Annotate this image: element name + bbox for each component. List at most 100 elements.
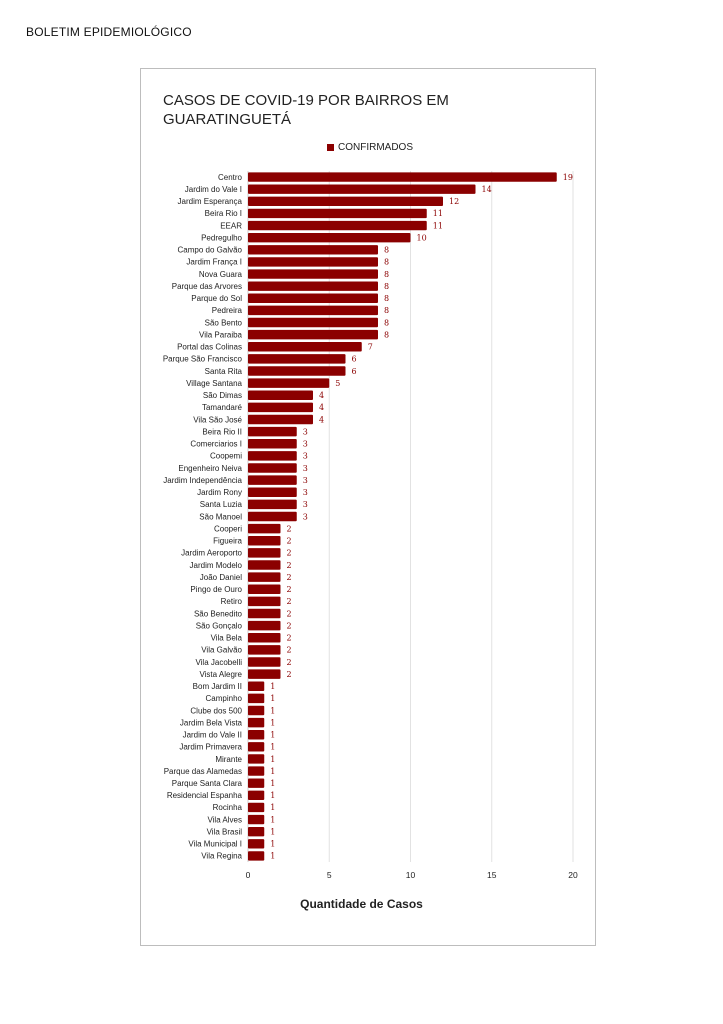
value-label: 10 — [417, 233, 427, 242]
category-label: Vila Jacobelli — [195, 658, 242, 667]
value-label: 11 — [433, 221, 443, 230]
category-label: Jardim Independência — [163, 476, 242, 485]
value-label: 6 — [352, 355, 357, 364]
bar — [248, 439, 297, 449]
bar — [248, 826, 265, 837]
value-label: 5 — [335, 379, 340, 388]
value-label: 7 — [368, 343, 373, 352]
category-label: São Dimas — [203, 391, 242, 400]
legend-label: CONFIRMADOS — [338, 142, 413, 153]
category-label: Vila Brasil — [207, 827, 243, 836]
category-label: Vila Regina — [201, 852, 242, 861]
value-label: 1 — [270, 694, 275, 703]
category-label: Vila São José — [193, 415, 242, 424]
value-label: 14 — [482, 185, 492, 194]
bar — [248, 705, 265, 716]
category-label: Pingo de Ouro — [190, 585, 242, 594]
bar — [248, 426, 297, 437]
category-label: Jardim Rony — [197, 488, 242, 497]
value-label: 4 — [319, 391, 324, 400]
bar — [248, 620, 281, 631]
value-label: 19 — [563, 173, 573, 182]
bar — [248, 608, 281, 619]
value-label: 3 — [303, 512, 308, 521]
category-label: Parque das Alamedas — [164, 767, 242, 776]
chart-title: CASOS DE COVID-19 POR BAIRROS EM GUARATI… — [163, 91, 563, 129]
bar — [248, 584, 281, 594]
value-label: 1 — [270, 827, 275, 836]
bar — [248, 402, 313, 413]
bar — [248, 766, 265, 776]
bar — [248, 717, 265, 728]
category-label: Parque Santa Clara — [172, 779, 243, 788]
category-label: Rocinha — [213, 803, 243, 812]
category-label: Jardim do Vale I — [185, 185, 242, 194]
category-label: Campo do Galvão — [178, 246, 243, 255]
category-label: Jardim Bela Vista — [180, 718, 243, 727]
bar — [248, 511, 297, 522]
bar — [248, 269, 378, 279]
category-label: Campinho — [206, 694, 243, 703]
value-label: 1 — [270, 731, 275, 740]
bar — [248, 342, 362, 352]
bar — [248, 293, 378, 304]
category-label: Jardim Modelo — [190, 561, 243, 570]
bar — [248, 245, 378, 255]
category-label: Tamandaré — [202, 403, 243, 412]
category-label: Parque São Francisco — [163, 355, 243, 364]
bar — [248, 232, 411, 243]
value-label: 3 — [303, 476, 308, 485]
category-label: Cooperi — [214, 524, 242, 533]
bar — [248, 390, 313, 400]
bar — [248, 572, 281, 582]
bar — [248, 742, 265, 752]
value-label: 11 — [433, 209, 443, 218]
value-label: 2 — [287, 621, 292, 630]
bar — [248, 814, 265, 825]
bar — [248, 754, 265, 764]
bar — [248, 208, 427, 219]
category-label: Engenheiro Neiva — [178, 464, 242, 473]
bar — [248, 196, 443, 207]
category-label: Parque do Sol — [191, 294, 242, 303]
category-label: Vila Municipal I — [188, 840, 242, 849]
bar — [248, 414, 313, 425]
value-label: 8 — [384, 246, 389, 255]
value-label: 1 — [270, 815, 275, 824]
value-label: 1 — [270, 755, 275, 764]
bar — [248, 536, 281, 546]
bar — [248, 220, 427, 231]
category-label: São Bento — [205, 318, 243, 327]
value-label: 8 — [384, 306, 389, 315]
value-label: 2 — [287, 573, 292, 582]
bar — [248, 366, 346, 376]
value-label: 2 — [287, 658, 292, 667]
category-label: Figueira — [213, 537, 242, 546]
bar — [248, 839, 265, 849]
bar — [248, 548, 281, 558]
category-label: Bom Jardim II — [193, 682, 242, 691]
bar — [248, 669, 281, 679]
bar — [248, 790, 265, 801]
bar — [248, 645, 281, 655]
value-label: 8 — [384, 270, 389, 279]
bar — [248, 354, 346, 364]
chart-title-line-2: GUARATINGUETÁ — [163, 111, 292, 128]
category-label: Residencial Espanha — [167, 791, 243, 800]
bar — [248, 317, 378, 328]
bar — [248, 475, 297, 485]
value-label: 1 — [270, 791, 275, 800]
category-label: Beira Rio I — [205, 209, 242, 218]
category-label: Retiro — [221, 597, 243, 606]
value-label: 3 — [303, 440, 308, 449]
category-label: Pedreira — [212, 306, 243, 315]
bar — [248, 693, 265, 704]
category-label: São Gonçalo — [196, 621, 243, 630]
value-label: 2 — [287, 670, 292, 679]
value-label: 1 — [270, 682, 275, 691]
x-tick-label: 20 — [568, 870, 578, 880]
bars-group — [248, 172, 557, 861]
value-label: 4 — [319, 415, 324, 424]
value-label: 8 — [384, 318, 389, 327]
category-label: Jardim Esperança — [178, 197, 243, 206]
